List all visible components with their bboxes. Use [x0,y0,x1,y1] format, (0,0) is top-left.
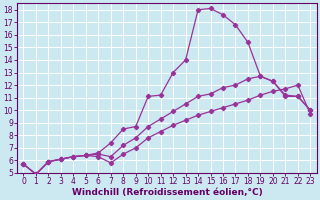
X-axis label: Windchill (Refroidissement éolien,°C): Windchill (Refroidissement éolien,°C) [72,188,262,197]
